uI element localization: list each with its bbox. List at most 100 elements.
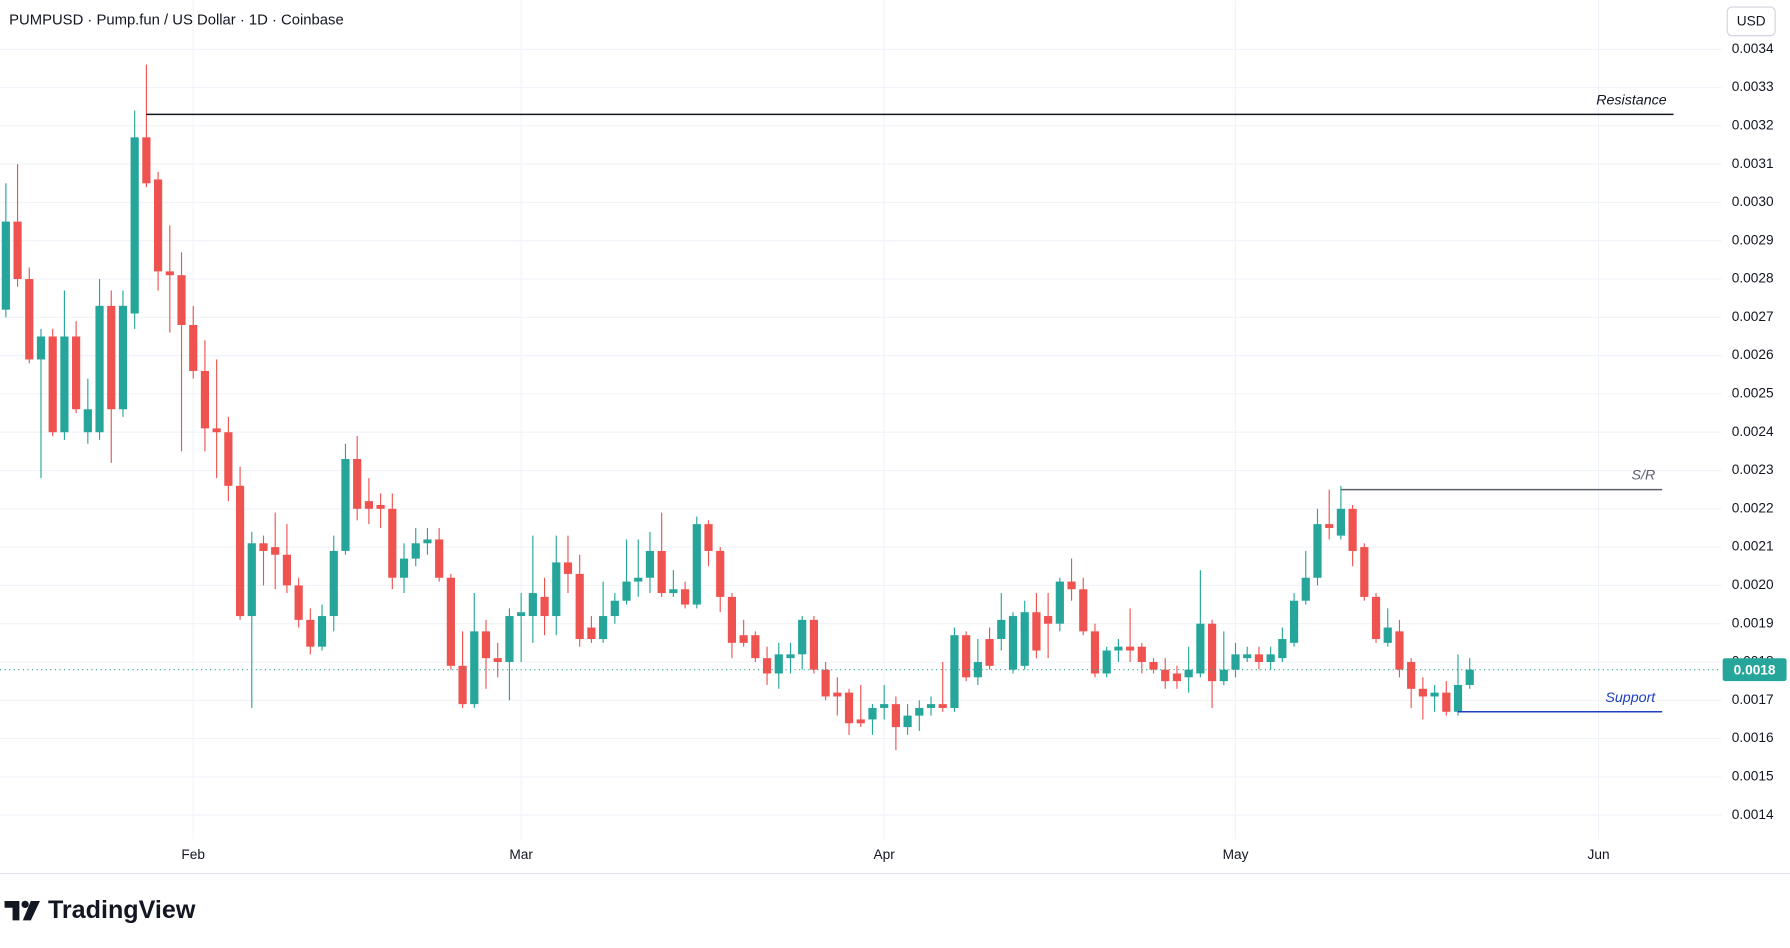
last-price-label: 0.0018 xyxy=(1734,662,1776,677)
candle-body xyxy=(48,336,57,433)
candle-body xyxy=(458,665,467,705)
candle-body xyxy=(833,692,842,697)
candle-body xyxy=(259,543,268,551)
candle-body xyxy=(1114,646,1123,651)
candle-body xyxy=(962,635,971,678)
candle-body xyxy=(1102,650,1111,674)
candle-body xyxy=(294,585,303,620)
candle-body xyxy=(1020,612,1029,666)
candle-body xyxy=(926,704,936,708)
logo-mark xyxy=(21,900,29,909)
candle-body xyxy=(72,336,81,410)
price-axis: 0.0014 0.0015 0.0016 0.0017 0.0018 0.0019 0.00… xyxy=(181,41,1787,862)
candle-body xyxy=(563,562,573,574)
y-tick-label: 0.0019 xyxy=(1732,615,1774,630)
chart-title: PUMPUSD · Pump.fun / US Dollar · 1D · Co… xyxy=(9,13,344,29)
candle-body xyxy=(83,409,92,433)
candle-body xyxy=(762,658,772,674)
candle-body xyxy=(60,336,69,433)
candle-body xyxy=(247,543,256,617)
candle-body xyxy=(317,616,327,647)
candle-body xyxy=(1126,646,1135,651)
x-tick-label: May xyxy=(1223,847,1249,862)
candle-body xyxy=(903,715,912,728)
candle-body xyxy=(118,305,128,410)
candle-body xyxy=(1383,627,1392,643)
candle-body xyxy=(470,631,479,705)
candle-body xyxy=(915,707,924,716)
candle-body xyxy=(798,619,807,655)
candle-body xyxy=(1032,612,1041,651)
candle-body xyxy=(329,550,338,617)
candle-body xyxy=(177,275,186,325)
y-tick-label: 0.0031 xyxy=(1732,156,1774,171)
candle-body xyxy=(1044,616,1053,624)
candle-body xyxy=(997,619,1006,640)
candle-body xyxy=(610,600,619,617)
y-tick-label: 0.0026 xyxy=(1732,347,1774,362)
logo-mark xyxy=(22,900,40,921)
candle-body xyxy=(1207,623,1217,682)
annotation-label: Resistance xyxy=(1596,92,1667,108)
currency-button[interactable] xyxy=(1726,6,1776,37)
y-tick-label: 0.0021 xyxy=(1732,539,1774,554)
candle-body xyxy=(704,524,713,551)
currency-label[interactable]: USD xyxy=(1737,14,1766,29)
candle-body xyxy=(1289,600,1299,643)
candle-body xyxy=(341,459,350,551)
candle-body xyxy=(1301,577,1310,601)
brand-name: TradingView xyxy=(48,896,196,924)
y-tick-label: 0.0017 xyxy=(1732,692,1774,707)
y-tick-label: 0.0032 xyxy=(1732,117,1774,132)
y-tick-label: 0.0024 xyxy=(1732,424,1774,439)
candle-body xyxy=(130,137,139,314)
candle-body xyxy=(36,336,46,360)
candle-body xyxy=(353,459,362,509)
candle-body xyxy=(1407,661,1416,689)
candle-body xyxy=(13,221,22,280)
y-tick-label: 0.0030 xyxy=(1732,194,1774,209)
candle-body xyxy=(1055,581,1064,624)
candle-body xyxy=(856,719,865,724)
candle-body xyxy=(224,432,233,486)
x-tick-label: Mar xyxy=(509,847,533,862)
candle-body xyxy=(669,589,678,594)
candle-body xyxy=(1137,646,1146,662)
candle-body xyxy=(540,596,549,617)
candle-body xyxy=(1079,589,1088,632)
candle-body xyxy=(880,704,889,708)
candle-body xyxy=(446,577,455,666)
candle-body xyxy=(282,554,292,586)
annotation-label: S/R xyxy=(1632,468,1656,484)
candle-body xyxy=(868,707,877,720)
candle-body xyxy=(727,596,737,643)
x-tick-label: Apr xyxy=(874,847,896,862)
x-tick-label: Feb xyxy=(181,847,205,862)
y-tick-label: 0.0022 xyxy=(1732,500,1774,515)
candle-body xyxy=(1453,684,1463,712)
candle-body xyxy=(599,616,608,640)
candle-body xyxy=(575,573,584,640)
candle-body xyxy=(107,305,116,410)
candle-body xyxy=(1325,524,1334,528)
candle-body xyxy=(716,550,725,597)
candle-body xyxy=(1,221,10,310)
candle-body xyxy=(1442,692,1451,712)
candle-body xyxy=(587,627,596,640)
y-tick-label: 0.0033 xyxy=(1732,79,1774,94)
candle-body xyxy=(165,271,174,276)
candle-body xyxy=(1313,524,1322,578)
candle-body xyxy=(1184,669,1193,678)
logo-mark xyxy=(4,900,20,921)
brand-logo xyxy=(4,900,40,921)
y-tick-label: 0.0014 xyxy=(1732,807,1774,822)
candle-body xyxy=(634,577,643,582)
annotation-label: Support xyxy=(1605,690,1656,706)
candle-body xyxy=(25,279,34,360)
candle-body xyxy=(786,654,795,659)
candle-body xyxy=(751,635,760,659)
plot-area: Resistance S/R Support xyxy=(0,64,1722,751)
candle-body xyxy=(1243,654,1252,659)
y-tick-label: 0.0016 xyxy=(1732,730,1774,745)
